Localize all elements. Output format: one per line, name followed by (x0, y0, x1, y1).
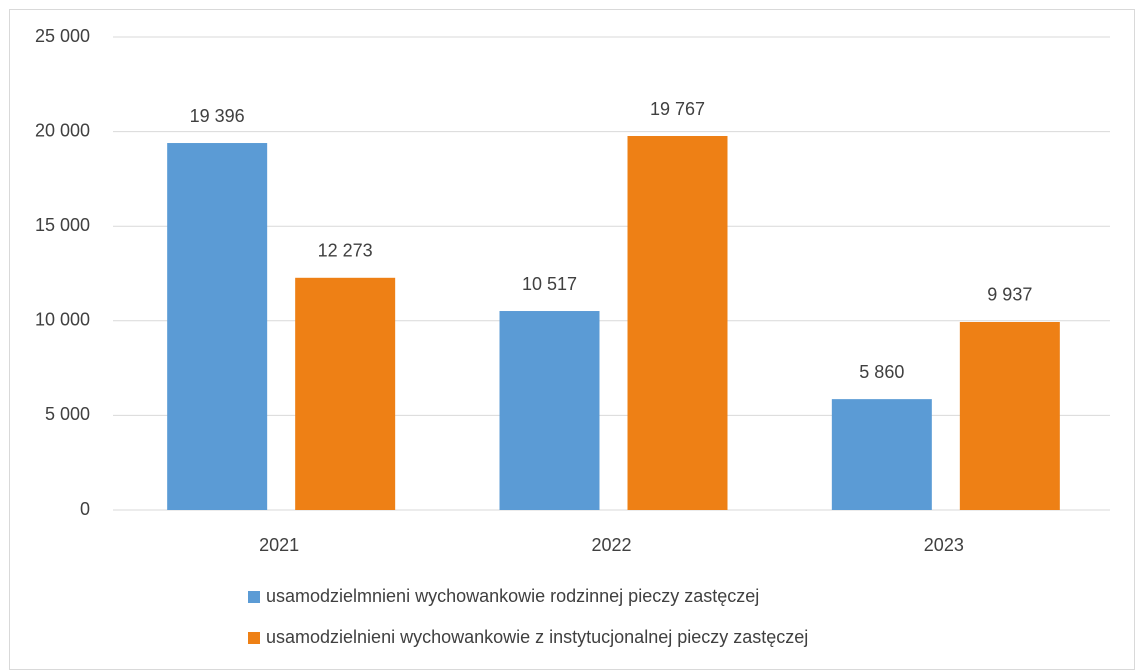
y-tick-label: 20 000 (35, 120, 90, 140)
x-tick-label: 2022 (591, 535, 631, 555)
data-label: 12 273 (318, 241, 373, 261)
legend-label: usamodzielnieni wychowankowie z instytuc… (266, 627, 808, 647)
x-tick-label: 2021 (259, 535, 299, 555)
data-label: 10 517 (522, 274, 577, 294)
legend-label: usamodzielmnieni wychowankowie rodzinnej… (266, 586, 759, 606)
data-label: 19 396 (190, 106, 245, 126)
bar (831, 399, 932, 510)
y-tick-label: 5 000 (45, 404, 90, 424)
bar (167, 143, 268, 510)
y-tick-label: 10 000 (35, 310, 90, 330)
y-tick-label: 25 000 (35, 26, 90, 46)
y-tick-label: 15 000 (35, 215, 90, 235)
legend-swatch (248, 591, 260, 603)
data-label: 9 937 (987, 285, 1032, 305)
data-label: 19 767 (650, 99, 705, 119)
bar (295, 277, 396, 510)
bar (499, 311, 600, 510)
x-tick-label: 2023 (924, 535, 964, 555)
data-label: 5 860 (859, 362, 904, 382)
y-tick-label: 0 (80, 499, 90, 519)
legend-swatch (248, 632, 260, 644)
bar (959, 321, 1060, 510)
bar (627, 136, 728, 510)
